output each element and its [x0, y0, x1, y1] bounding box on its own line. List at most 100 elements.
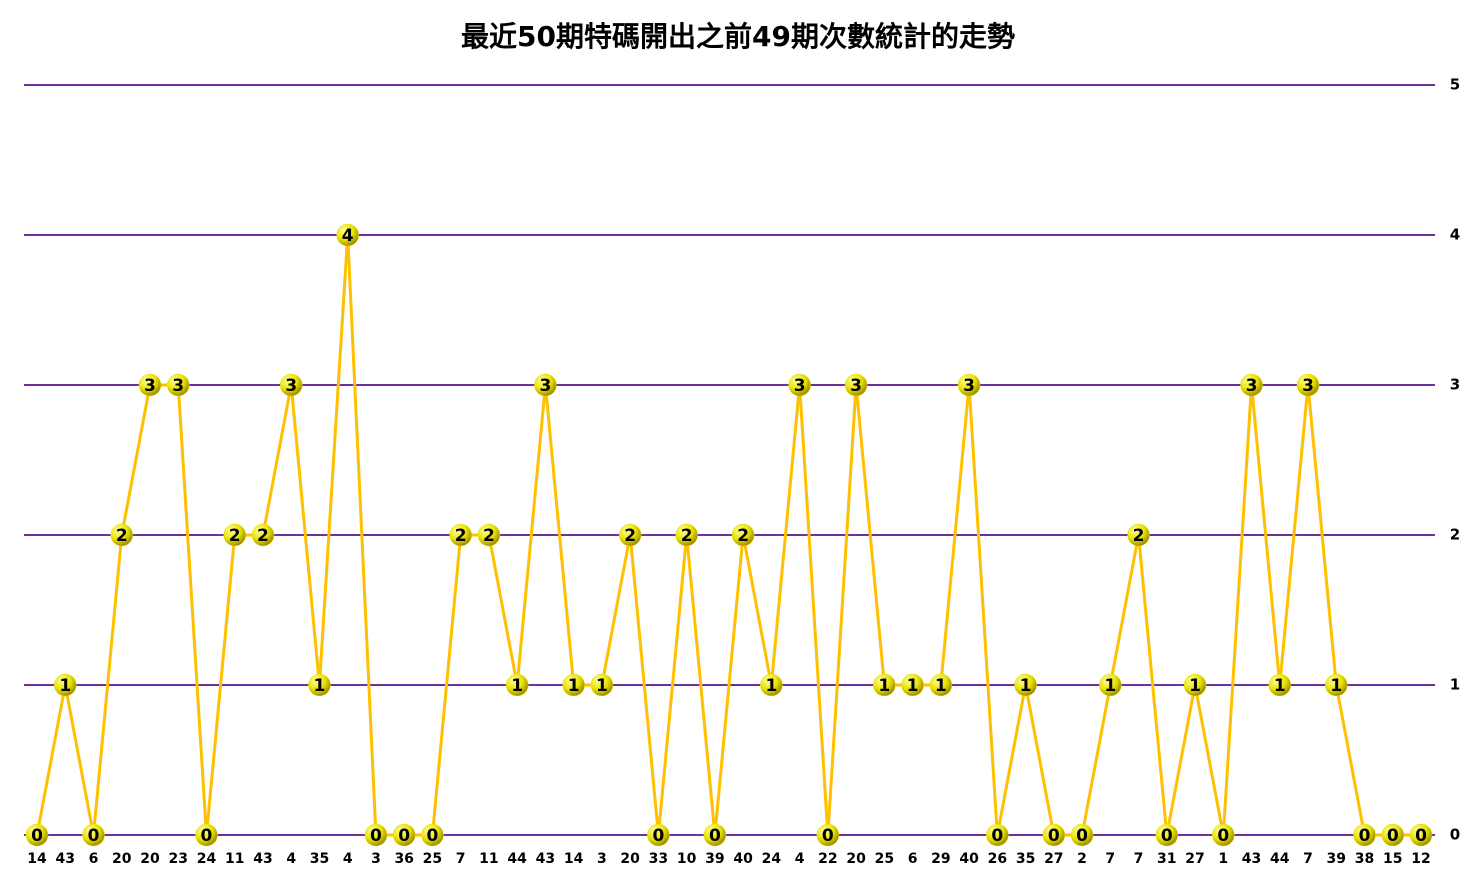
marker [844, 373, 868, 397]
x-tick-label: 24 [197, 851, 217, 867]
value-label: 2 [1133, 526, 1145, 546]
x-tick-label: 44 [1270, 851, 1290, 867]
marker [534, 373, 557, 397]
value-label: 2 [737, 526, 749, 546]
x-tick-label: 20 [620, 851, 640, 867]
value-label: 4 [342, 226, 354, 246]
marker [364, 823, 388, 847]
value-label: 1 [568, 676, 580, 696]
marker [901, 673, 924, 697]
x-tick-label: 10 [677, 851, 697, 867]
marker [308, 673, 331, 697]
x-tick-label: 7 [1105, 851, 1115, 867]
value-label: 1 [907, 676, 919, 696]
marker [1183, 673, 1207, 697]
marker [1127, 523, 1150, 547]
value-label: 3 [963, 376, 975, 396]
marker [929, 673, 953, 697]
marker [1099, 673, 1122, 697]
marker [25, 823, 49, 847]
value-label: 1 [314, 676, 326, 696]
y-tick-label: 4 [1450, 226, 1460, 244]
value-label: 0 [652, 826, 664, 846]
x-tick-label: 11 [225, 851, 244, 867]
marker [1268, 673, 1292, 697]
marker [82, 823, 105, 847]
value-label: 3 [850, 376, 862, 396]
x-tick-label: 20 [112, 851, 132, 867]
marker [957, 373, 981, 397]
x-tick-label: 33 [649, 851, 668, 867]
x-tick-label: 43 [253, 851, 272, 867]
value-label: 1 [596, 676, 608, 696]
marker [618, 523, 642, 547]
x-tick-label: 12 [1411, 851, 1430, 867]
marker [590, 673, 614, 697]
x-tick-label: 3 [371, 851, 381, 867]
value-label: 0 [822, 826, 834, 846]
x-tick-label: 23 [168, 851, 187, 867]
value-label: 0 [1161, 826, 1173, 846]
x-tick-label: 7 [1303, 851, 1313, 867]
x-tick-label: 4 [343, 851, 353, 867]
value-label: 0 [370, 826, 382, 846]
x-tick-label: 4 [795, 851, 805, 867]
value-label: 3 [539, 376, 551, 396]
marker [138, 373, 162, 397]
marker [1353, 823, 1376, 847]
value-label: 3 [144, 376, 156, 396]
value-label: 1 [511, 676, 523, 696]
marker [223, 523, 246, 547]
value-label: 0 [1387, 826, 1399, 846]
x-tick-label: 40 [959, 851, 979, 867]
y-tick-label: 1 [1450, 676, 1460, 694]
x-tick-label: 24 [762, 851, 782, 867]
value-label: 0 [1415, 826, 1427, 846]
marker [1155, 823, 1179, 847]
marker [421, 823, 444, 847]
marker [675, 523, 698, 547]
value-label: 0 [88, 826, 100, 846]
marker [392, 823, 416, 847]
marker [760, 673, 783, 697]
value-label: 3 [794, 376, 806, 396]
x-tick-label: 35 [310, 851, 329, 867]
marker [731, 523, 755, 547]
y-tick-label: 2 [1450, 526, 1460, 544]
x-tick-label: 3 [597, 851, 607, 867]
marker [449, 523, 472, 547]
series-line [35, 234, 1421, 837]
x-tick-label: 38 [1355, 851, 1374, 867]
y-tick-label: 5 [1450, 76, 1460, 94]
value-label: 2 [483, 526, 495, 546]
value-label: 3 [172, 376, 184, 396]
marker [873, 673, 896, 697]
marker [1296, 373, 1320, 397]
x-tick-label: 25 [423, 851, 442, 867]
value-label: 1 [1274, 676, 1286, 696]
x-tick-label: 27 [1044, 851, 1063, 867]
x-tick-label: 1 [1218, 851, 1228, 867]
marker [703, 823, 727, 847]
value-label: 2 [257, 526, 269, 546]
x-tick-label: 31 [1157, 851, 1176, 867]
value-label: 0 [991, 826, 1003, 846]
x-tick-label: 39 [1327, 851, 1346, 867]
value-label: 0 [398, 826, 410, 846]
x-tick-label: 15 [1383, 851, 1402, 867]
x-tick-label: 7 [1134, 851, 1144, 867]
value-label: 2 [229, 526, 241, 546]
x-tick-label: 40 [733, 851, 753, 867]
value-label: 2 [116, 526, 128, 546]
x-tick-label: 22 [818, 851, 837, 867]
value-label: 1 [878, 676, 890, 696]
x-tick-label: 43 [536, 851, 555, 867]
x-tick-label: 2 [1077, 851, 1087, 867]
marker [816, 823, 840, 847]
value-label: 0 [1076, 826, 1088, 846]
x-tick-label: 43 [56, 851, 75, 867]
x-tick-label: 7 [456, 851, 466, 867]
value-label: 1 [1104, 676, 1116, 696]
value-label: 0 [1217, 826, 1229, 846]
